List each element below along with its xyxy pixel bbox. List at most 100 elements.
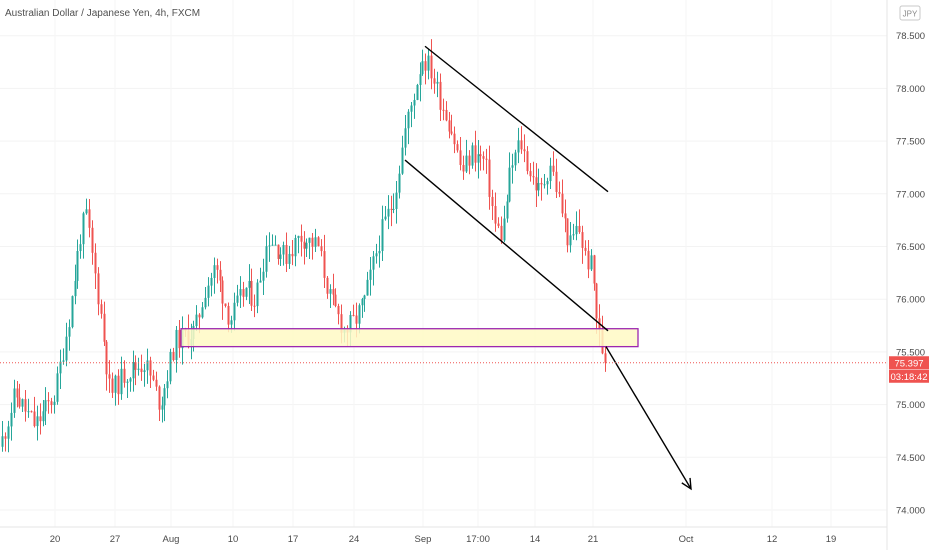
candle-body [384,216,387,220]
price-tick-label: 77.500 [896,137,925,148]
projection-arrow[interactable] [605,346,692,490]
candle-body [401,147,404,174]
price-tick-label: 78.000 [896,84,925,95]
candle-body [30,411,33,413]
candle-body [4,436,7,439]
candle-body [523,149,526,152]
candle-body [329,289,332,294]
candle-body [172,351,175,361]
candle-body [479,154,482,157]
candle-body [103,313,106,342]
candle-body [242,289,245,297]
candle-body [436,81,439,84]
candle-body [477,154,480,163]
time-tick-label: 27 [110,534,121,545]
candle-body [221,280,224,304]
candle-body [198,314,201,318]
candle-body [366,279,369,296]
candle-body [590,255,593,270]
grid [0,35,887,511]
candle-body [314,237,317,247]
price-tick-label: 74.500 [896,453,925,464]
candle-body [468,155,471,166]
currency-badge[interactable]: JPY [899,5,921,21]
time-tick-label: 17 [288,534,299,545]
candle-body [1,436,4,447]
candle-body [126,381,129,383]
candle-body [204,297,207,308]
candle-body [291,253,294,257]
candle-body [169,351,172,382]
candle-body [358,305,361,324]
last-price-tag: 75.397 [889,356,929,370]
time-tick-label: Sep [415,534,432,545]
candle-body [120,368,123,395]
price-tick-label: 78.500 [896,31,925,42]
candle-body [482,156,485,159]
candle-body [132,362,135,379]
channel-lower-line[interactable] [404,159,609,332]
candle-body [303,241,306,249]
candle-body [13,388,16,413]
candle-body [543,184,546,186]
candle-body [500,225,503,241]
candle-body [74,280,77,297]
candle-body [82,213,85,245]
candle-body [326,277,329,294]
candle-body [227,305,230,325]
candle-body [494,206,497,224]
candle-body [546,181,549,185]
candle-body [555,171,558,193]
candle-body [21,399,24,407]
candle-body [230,320,233,325]
candle-body [465,155,468,172]
candle-body [398,173,401,193]
candle-body [10,412,13,427]
candle-body [100,304,103,314]
time-tick-label: 21 [588,534,599,545]
candle-body [488,159,491,197]
candle-body [94,252,97,274]
price-tick-label: 76.000 [896,295,925,306]
channel-upper-line[interactable] [424,45,609,193]
candle-body [42,411,45,422]
candle-body [497,223,500,226]
candle-body [604,353,607,363]
candle-body [535,177,538,191]
candle-body [485,158,488,160]
candle-body [268,245,271,247]
candle-body [259,280,262,283]
last-price-value: 75.397 [894,358,923,369]
candle-body [439,81,442,110]
candle-body [564,213,567,219]
candle-body [50,401,53,406]
candle-body [285,245,288,264]
candle-body [166,381,169,389]
currency-badge-label: JPY [903,10,918,19]
candle-body [352,314,355,316]
candle-body [265,246,268,272]
candle-body [392,208,395,210]
support-zone[interactable] [180,328,639,348]
candle-body [277,244,280,259]
candle-body [448,120,451,132]
time-axis[interactable]: 20 27 Aug 10 17 24 Sep 17:00 14 21 Oct 12 19 [50,534,837,545]
candle-body [581,232,584,248]
candle-body [91,227,94,253]
candle-body [529,171,532,177]
candle-body [442,109,445,111]
candle-body [53,401,56,406]
price-tick-label: 76.500 [896,242,925,253]
candle-body [587,250,590,270]
candle-body [137,368,140,370]
candle-body [419,74,422,85]
candle-body [572,234,575,236]
price-axis[interactable]: 74.000 74.500 75.000 75.500 76.000 76.500 77.0… [896,31,925,516]
candle-body [256,282,259,307]
candle-body [250,280,253,306]
candle-body [282,245,285,255]
candle-body [236,295,239,303]
candle-body [349,314,352,333]
candle-body [7,426,10,439]
